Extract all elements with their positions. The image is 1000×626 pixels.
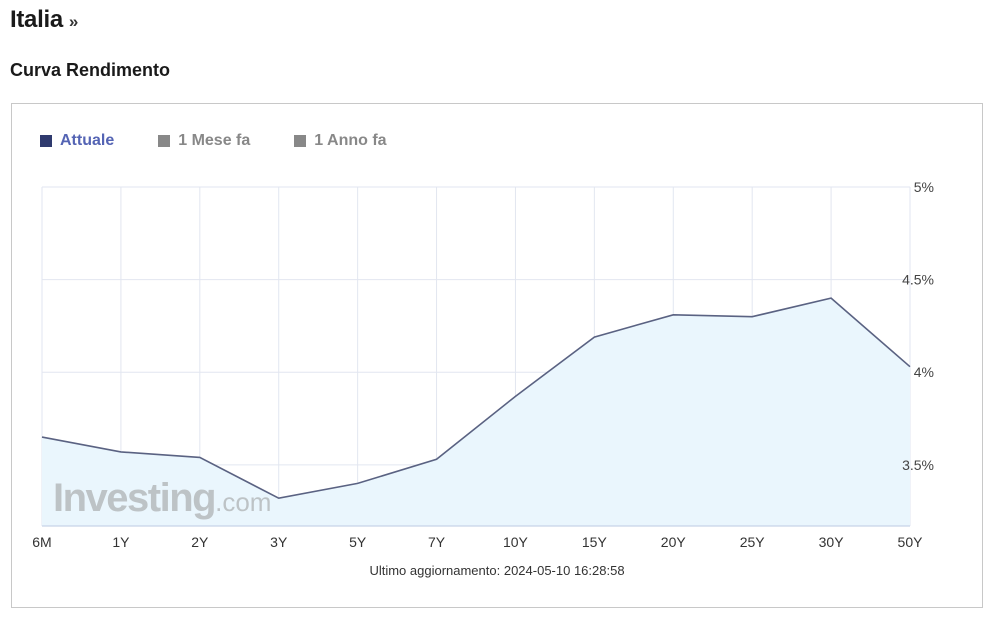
series-area-attuale: [42, 298, 910, 526]
legend-label-1-anno-fa: 1 Anno fa: [314, 132, 387, 149]
y-tick-label: 4.5%: [902, 272, 934, 288]
x-tick-label: 7Y: [428, 534, 446, 550]
x-tick-label: 10Y: [503, 534, 529, 550]
chart-legend: Attuale 1 Mese fa 1 Anno fa: [40, 132, 387, 150]
section-title: Curva Rendimento: [10, 60, 171, 80]
legend-swatch-attuale: [40, 135, 52, 147]
x-tick-label: 25Y: [740, 534, 766, 550]
legend-item-1-anno-fa[interactable]: 1 Anno fa: [294, 132, 387, 150]
legend-item-1-mese-fa[interactable]: 1 Mese fa: [158, 132, 250, 150]
country-title[interactable]: Italia: [10, 6, 63, 33]
page-title[interactable]: Italia »: [10, 6, 78, 34]
x-tick-label: 15Y: [582, 534, 608, 550]
investing-watermark-logo: Investing.com: [53, 476, 271, 520]
legend-label-attuale: Attuale: [60, 132, 115, 149]
legend-swatch-1-mese-fa: [158, 135, 171, 147]
x-tick-label: 20Y: [661, 534, 687, 550]
x-tick-label: 30Y: [819, 534, 845, 550]
legend-swatch-1-anno-fa: [294, 135, 307, 147]
x-tick-label: 5Y: [349, 534, 367, 550]
x-tick-label: 50Y: [898, 534, 924, 550]
y-tick-label: 3.5%: [902, 457, 934, 473]
x-tick-label: 2Y: [191, 534, 209, 550]
chevron-right-icon: »: [68, 12, 79, 31]
legend-label-1-mese-fa: 1 Mese fa: [178, 132, 251, 149]
legend-item-attuale[interactable]: Attuale: [40, 132, 114, 150]
series-line-attuale: [41, 297, 911, 500]
y-tick-label: 4%: [914, 364, 934, 380]
last-updated-text: Ultimo aggiornamento: 2024-05-10 16:28:5…: [369, 563, 625, 578]
x-tick-label: 3Y: [270, 534, 288, 550]
y-tick-label: 5%: [914, 179, 934, 195]
yield-curve-chart: Attuale 1 Mese fa 1 Anno fa Investing.co…: [11, 103, 983, 608]
x-tick-label: 6M: [32, 534, 51, 550]
x-tick-label: 1Y: [112, 534, 130, 550]
